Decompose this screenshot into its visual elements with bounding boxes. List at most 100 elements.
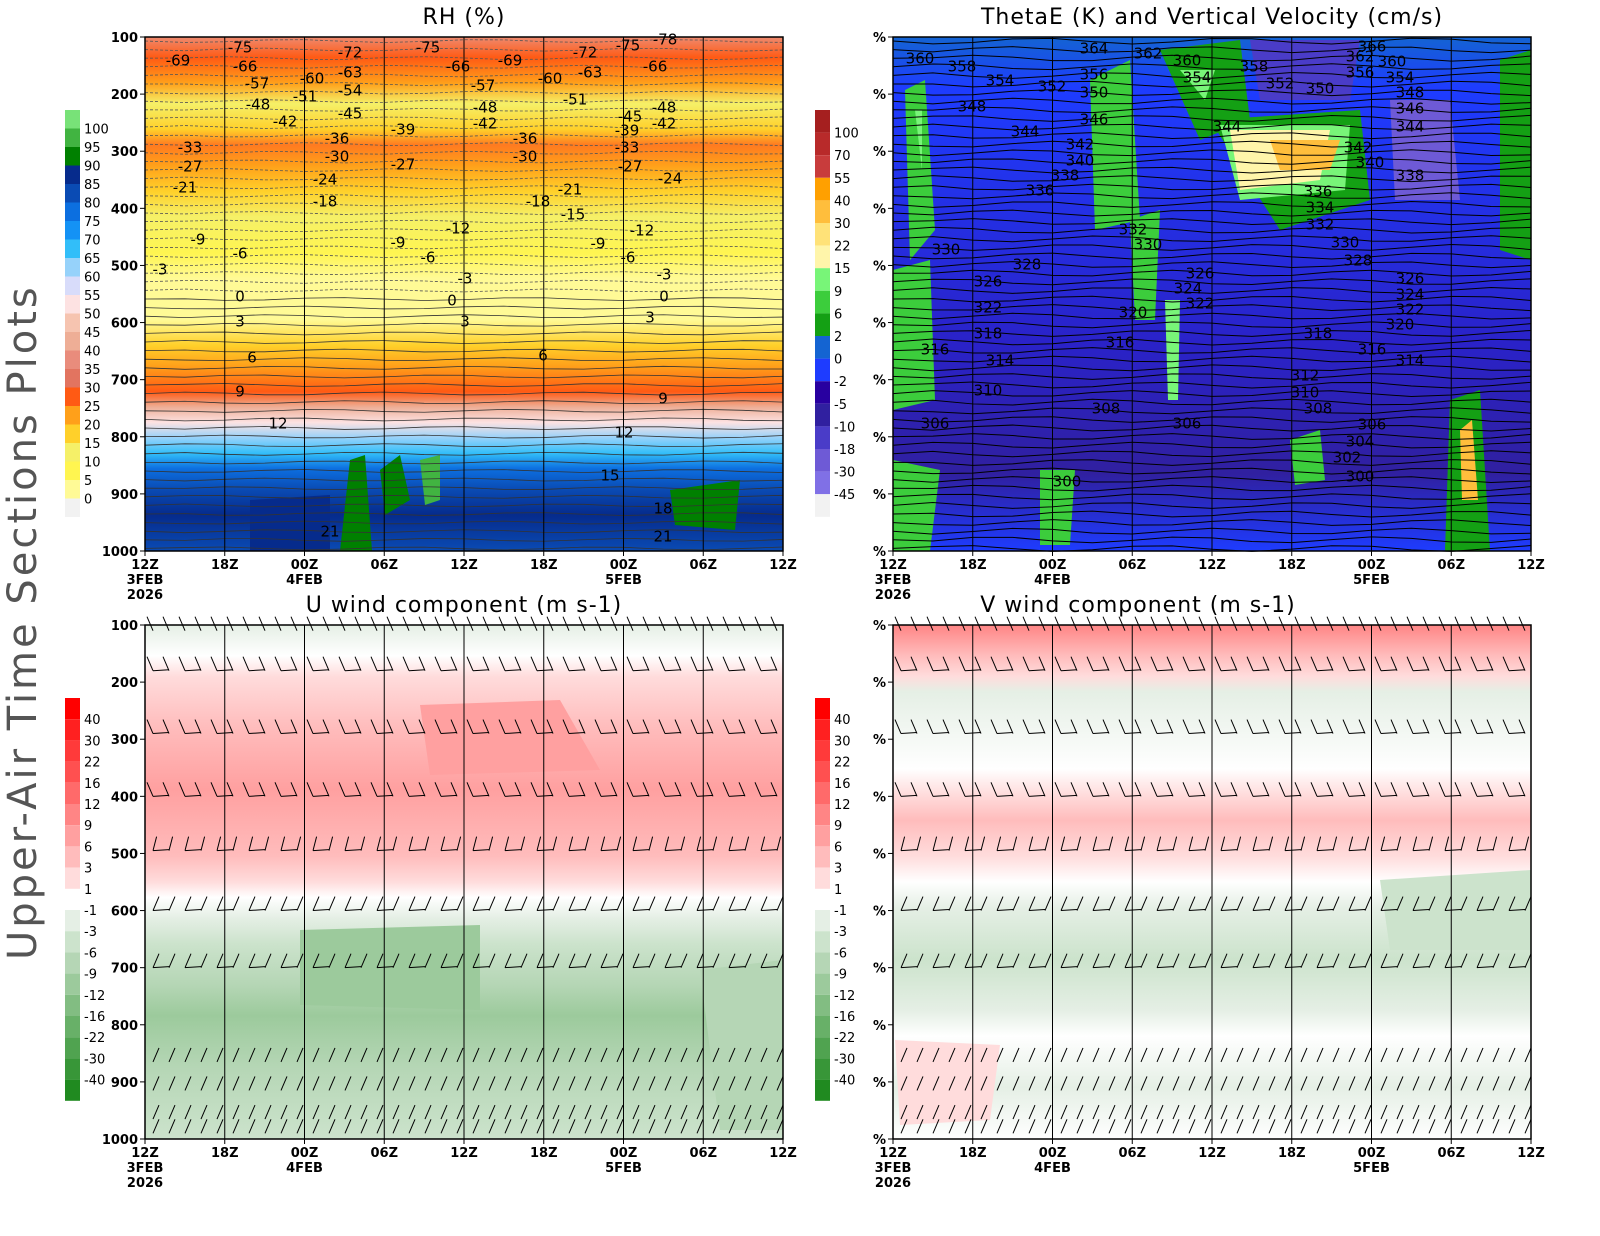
contour-label: -30 xyxy=(513,148,538,166)
wind-barb xyxy=(964,1119,972,1134)
x-tick-label: 18Z xyxy=(959,558,987,573)
wind-barb xyxy=(1102,656,1110,671)
wind-barb xyxy=(1166,616,1174,631)
wind-barb-shaft xyxy=(1092,909,1110,912)
colorbar-swatch xyxy=(815,471,830,495)
wind-barb xyxy=(1172,1076,1180,1091)
wind-barb xyxy=(312,953,320,968)
wind-barb xyxy=(1124,1076,1132,1091)
colorbar-swatch xyxy=(65,332,80,351)
contour-label: -57 xyxy=(471,77,496,95)
wind-barb xyxy=(248,1119,256,1134)
colorbar-swatch xyxy=(815,719,830,741)
wind-barb xyxy=(1006,719,1014,734)
contour-label: -63 xyxy=(338,64,363,82)
wind-barb xyxy=(754,616,762,631)
colorbar-label: 70 xyxy=(84,234,101,249)
colorbar-label: -22 xyxy=(84,1031,105,1046)
wind-barb-shaft xyxy=(184,849,202,852)
wind-barb xyxy=(1358,782,1366,797)
wind-barb xyxy=(184,1047,192,1063)
contour-label: 320 xyxy=(1119,304,1148,322)
wind-barb xyxy=(1252,1047,1260,1063)
wind-barb xyxy=(1230,656,1238,671)
wind-barb xyxy=(1502,719,1510,734)
colorbar-label: 10 xyxy=(84,456,101,471)
colorbar-label: 40 xyxy=(84,713,101,728)
wind-barb xyxy=(296,896,304,911)
wind-barb-shaft xyxy=(152,794,170,797)
wind-barb xyxy=(1518,782,1526,797)
wind-barb xyxy=(648,1047,656,1063)
colorbar-swatch xyxy=(65,424,80,443)
wind-barb xyxy=(1044,1047,1052,1063)
wind-barb xyxy=(894,782,902,797)
wind-barb xyxy=(1204,1076,1212,1091)
wind-barb xyxy=(1454,719,1462,734)
plot-frame xyxy=(144,36,784,552)
wind-barb-shaft xyxy=(280,966,298,969)
wind-barb xyxy=(1118,719,1126,734)
wind-barb xyxy=(210,719,218,734)
wind-barb xyxy=(162,656,170,671)
wind-barb-shaft xyxy=(664,732,682,735)
colorbar-swatch xyxy=(65,804,80,826)
x-date-label: 5FEB xyxy=(1353,573,1390,588)
wind-barb xyxy=(424,896,432,911)
wind-barb xyxy=(1492,1076,1500,1091)
wind-barb xyxy=(578,616,586,631)
colorbar-swatch xyxy=(65,910,80,932)
wind-barb xyxy=(916,1104,924,1120)
wind-barb-shaft xyxy=(1476,794,1494,797)
wind-barb-shaft xyxy=(504,732,522,735)
wind-barb xyxy=(1278,782,1286,797)
wind-barb xyxy=(948,1047,956,1063)
wind-barb xyxy=(1364,1047,1372,1063)
contour-label: 344 xyxy=(1213,118,1242,136)
wind-barb xyxy=(1028,1076,1036,1091)
wind-barb xyxy=(1038,782,1046,797)
y-tick-label: 500 xyxy=(111,847,138,862)
x-year-label: 2026 xyxy=(875,1176,911,1191)
colorbar-label: 9 xyxy=(84,819,92,834)
wind-barb xyxy=(232,896,240,911)
colorbar-label: 85 xyxy=(84,178,101,193)
contour-label: 328 xyxy=(1344,252,1373,270)
wind-barb xyxy=(1492,1119,1500,1134)
colorbar-swatch xyxy=(65,295,80,314)
y-tick-label: % xyxy=(873,619,886,634)
y-tick-label: 100 xyxy=(111,31,138,46)
colorbar-swatch xyxy=(65,952,80,974)
wind-barb xyxy=(440,896,448,911)
wind-barb-shaft xyxy=(996,849,1014,852)
wind-barb xyxy=(642,656,650,671)
wind-barb xyxy=(472,953,480,968)
contour-label: 314 xyxy=(1396,352,1425,370)
contour-label: 306 xyxy=(1358,416,1387,434)
wind-barb xyxy=(232,1119,240,1134)
wind-barb-shaft xyxy=(312,849,330,852)
wind-barb xyxy=(1188,1119,1196,1134)
y-tick-label: % xyxy=(873,31,886,46)
wind-barb xyxy=(466,719,474,734)
wind-barb xyxy=(424,953,432,968)
wind-barb xyxy=(1262,782,1270,797)
wind-barb xyxy=(1508,1104,1516,1120)
wind-barb xyxy=(360,953,368,968)
wind-barb-shaft xyxy=(600,966,618,969)
contour-line xyxy=(144,99,784,104)
wind-barb xyxy=(248,1076,256,1091)
wind-barb xyxy=(450,656,458,671)
colorbar-swatch xyxy=(815,268,830,291)
wind-barb xyxy=(610,782,618,797)
wind-barb xyxy=(1268,1076,1276,1091)
wind-barb xyxy=(776,1076,784,1091)
wind-barb-shaft xyxy=(472,966,490,969)
wind-barb xyxy=(1108,896,1116,911)
wind-barb xyxy=(1412,896,1420,911)
wind-barb-shaft xyxy=(312,909,330,912)
wind-barb xyxy=(1284,836,1290,851)
wind-barb xyxy=(632,836,638,851)
wind-barb xyxy=(1076,1076,1084,1091)
contour-label: -24 xyxy=(313,171,338,189)
